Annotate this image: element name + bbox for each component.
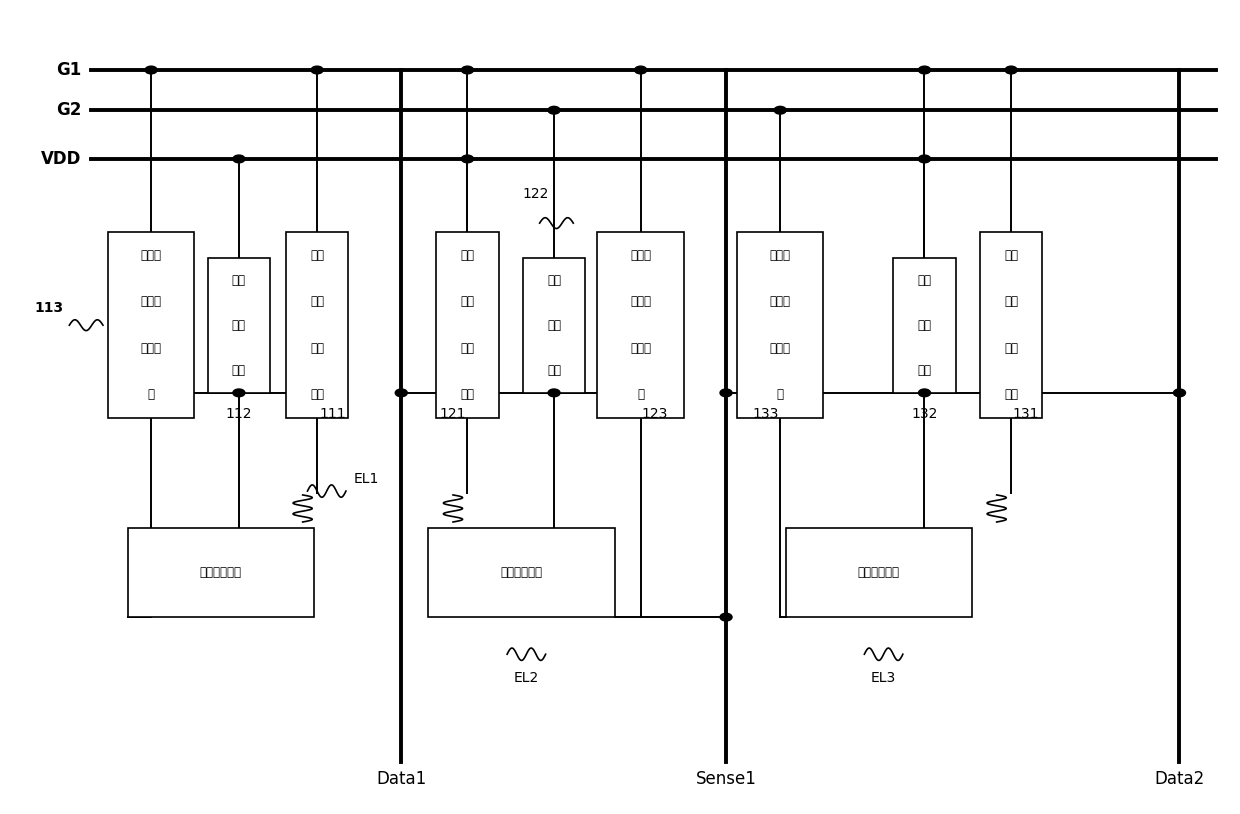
Circle shape [548,107,560,114]
Text: 检测电: 检测电 [140,342,161,355]
Text: 第一外: 第一外 [140,249,161,262]
Text: 驱动: 驱动 [547,319,560,331]
Text: 写入: 写入 [460,342,475,355]
Circle shape [720,389,732,396]
Circle shape [919,155,930,163]
Circle shape [233,155,246,163]
Text: 检测电: 检测电 [630,342,651,355]
Text: 部补偿: 部补偿 [770,295,791,309]
Bar [737,233,823,418]
Text: 第三外: 第三外 [770,249,791,262]
Text: EL3: EL3 [870,672,897,685]
Text: 第二发光元件: 第二发光元件 [501,567,543,579]
Text: 路: 路 [148,388,155,401]
Text: 第二外: 第二外 [630,249,651,262]
Text: EL2: EL2 [513,672,539,685]
Bar [428,528,615,617]
Text: Data1: Data1 [376,770,427,788]
Text: G1: G1 [56,61,82,79]
Text: 第三发光元件: 第三发光元件 [858,567,900,579]
Circle shape [145,66,157,74]
Text: 123: 123 [642,407,668,421]
Text: 113: 113 [35,301,63,315]
Bar [523,257,585,393]
Circle shape [233,389,246,396]
Text: 第一: 第一 [310,249,324,262]
Text: 电路: 电路 [918,364,931,377]
Text: 路: 路 [637,388,644,401]
Circle shape [919,66,930,74]
Text: 133: 133 [753,407,779,421]
Text: 电路: 电路 [232,364,246,377]
Text: 112: 112 [226,407,252,421]
Text: 路: 路 [776,388,784,401]
Text: 写入: 写入 [310,342,324,355]
Text: 第一: 第一 [232,274,246,287]
Text: EL1: EL1 [353,472,378,487]
Bar [436,233,498,418]
Circle shape [461,155,474,163]
Text: 122: 122 [523,187,549,202]
Bar [285,233,348,418]
Text: Sense1: Sense1 [696,770,756,788]
Text: 数据: 数据 [460,295,475,309]
Text: 132: 132 [911,407,937,421]
Text: Data2: Data2 [1154,770,1204,788]
Text: 电路: 电路 [460,388,475,401]
Text: 写入: 写入 [1004,342,1018,355]
Text: G2: G2 [56,101,82,119]
Text: 驱动: 驱动 [918,319,931,331]
Circle shape [311,66,324,74]
Text: 111: 111 [320,407,346,421]
Circle shape [1006,66,1017,74]
Text: 部补偿: 部补偿 [630,295,651,309]
Bar [893,257,956,393]
Circle shape [919,389,930,396]
Text: 数据: 数据 [1004,295,1018,309]
Text: 电路: 电路 [547,364,560,377]
Text: 121: 121 [440,407,466,421]
Text: 第一发光元件: 第一发光元件 [200,567,242,579]
Text: VDD: VDD [41,150,82,168]
Bar [108,233,195,418]
Text: 部补偿: 部补偿 [140,295,161,309]
Text: 第三: 第三 [1004,249,1018,262]
Text: 数据: 数据 [310,295,324,309]
Text: 驱动: 驱动 [232,319,246,331]
Text: 检测电: 检测电 [770,342,791,355]
Circle shape [774,107,786,114]
Text: 第三: 第三 [918,274,931,287]
Circle shape [461,66,474,74]
Text: 第二: 第二 [460,249,475,262]
Text: 131: 131 [1012,407,1039,421]
Text: 电路: 电路 [1004,388,1018,401]
Bar [207,257,270,393]
Bar [980,233,1043,418]
Text: 第二: 第二 [547,274,560,287]
Circle shape [635,66,646,74]
Bar [598,233,684,418]
Bar [786,528,972,617]
Circle shape [1173,389,1185,396]
Circle shape [396,389,407,396]
Circle shape [720,613,732,621]
Text: 电路: 电路 [310,388,324,401]
Bar [128,528,314,617]
Circle shape [548,389,560,396]
